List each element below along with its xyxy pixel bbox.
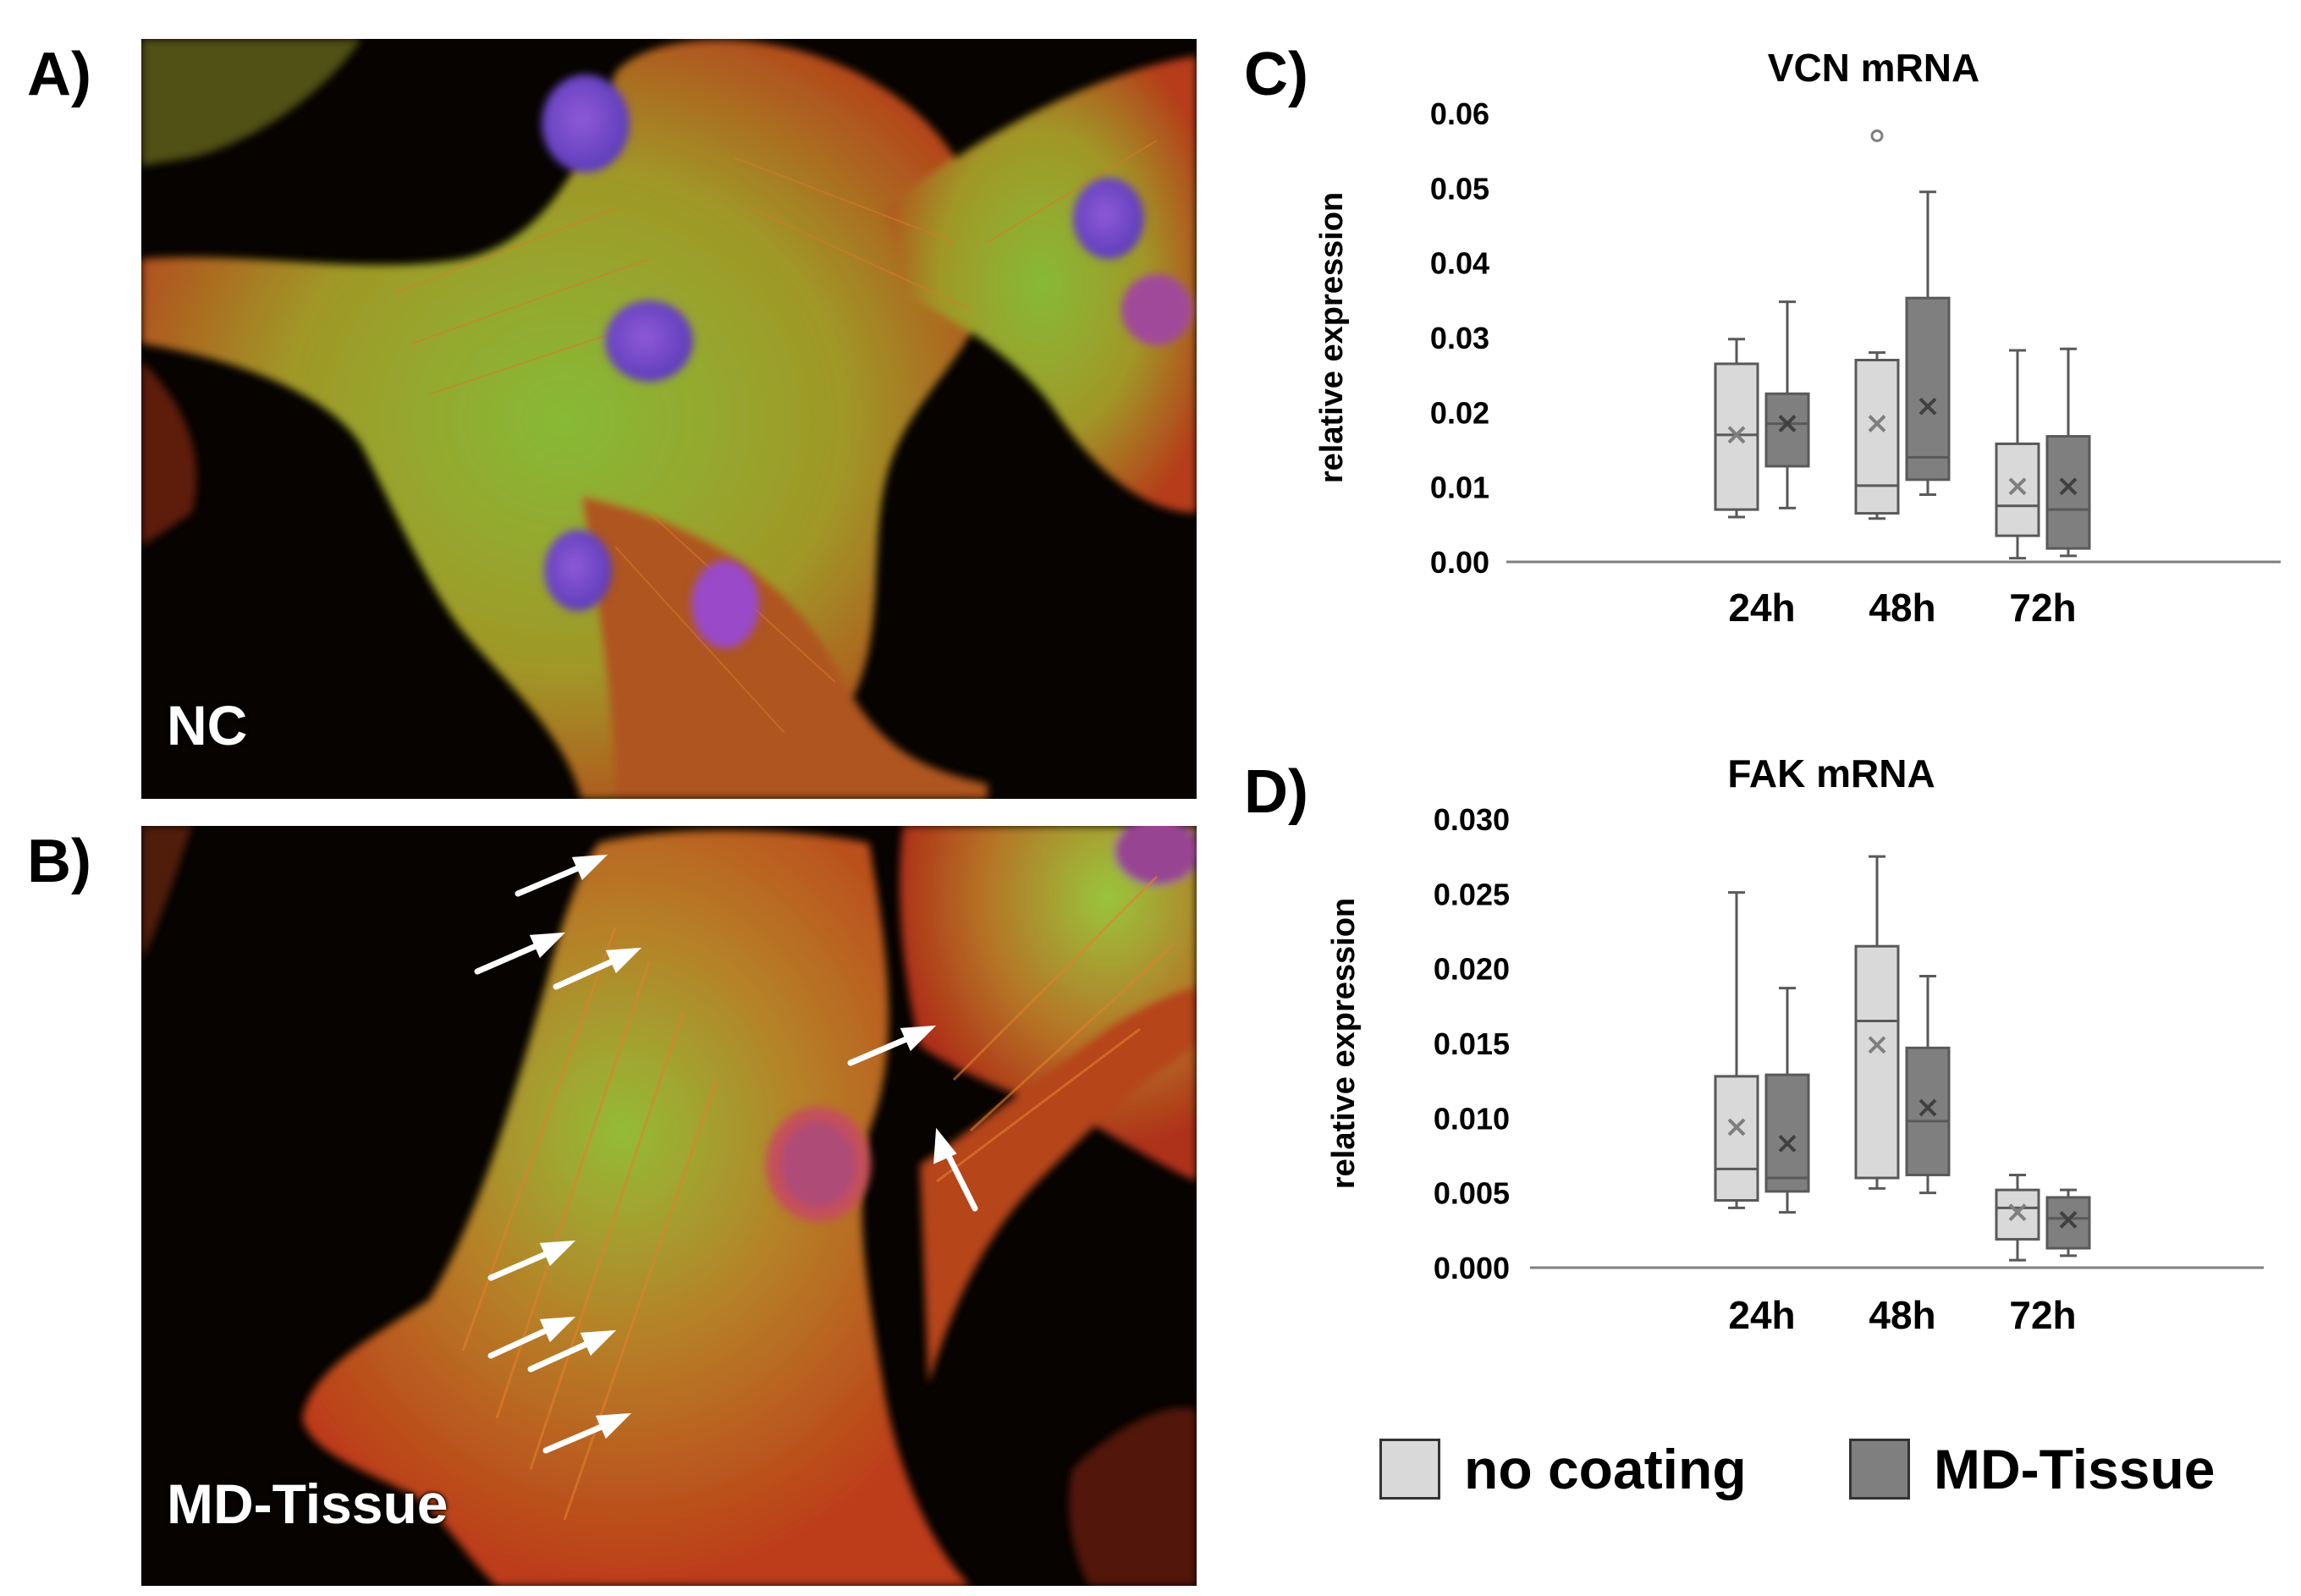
box-no-coating-72h <box>1995 349 2040 560</box>
box-iqr <box>1854 359 1900 515</box>
y-axis-label: relative expression <box>1314 192 1350 483</box>
y-tick-label: 0.020 <box>1434 952 1510 987</box>
y-tick-label: 0.06 <box>1430 96 1489 131</box>
box-no-coating-48h <box>1854 855 1900 1190</box>
box-md-tissue-24h <box>1764 300 1810 509</box>
micrograph-nc-image <box>141 39 1197 799</box>
x-tick-label: 72h <box>2009 1293 2076 1337</box>
x-tick-label: 72h <box>2009 586 2076 626</box>
y-tick-label: 0.01 <box>1430 471 1489 505</box>
y-axis-label: relative expression <box>1326 898 1362 1189</box>
arrow-annotations <box>474 854 978 1454</box>
micrograph-md-tissue-label: MD-Tissue <box>167 1472 449 1535</box>
micrograph-md-tissue: MD-Tissue <box>141 826 1197 1586</box>
box-md-tissue-24h <box>1764 987 1810 1214</box>
vcn-mrna-boxplot: VCN mRNA relative expression 0.00 0.01 0.02 0… <box>1314 46 2281 626</box>
fak-mrna-boxplot: FAK mRNA relative expression 0.000 0.005 0.0… <box>1326 751 2264 1337</box>
panel-letter-d: D) <box>1244 758 1308 826</box>
micrograph-md-tissue-image <box>141 826 1197 1586</box>
y-tick-label: 0.00 <box>1430 545 1489 580</box>
y-tick-label: 0.04 <box>1430 246 1489 281</box>
micrograph-nc-label: NC <box>167 694 248 757</box>
mean-marker <box>1778 415 1797 432</box>
mean-marker <box>1727 426 1746 444</box>
box-iqr <box>1995 442 2040 537</box>
mean-marker <box>2059 477 2078 496</box>
y-tick-label: 0.000 <box>1434 1251 1510 1285</box>
box-no-coating-24h <box>1714 891 1759 1209</box>
mean-marker <box>2008 1203 2027 1222</box>
y-tick-label: 0.015 <box>1434 1026 1510 1061</box>
box-iqr <box>1854 944 1900 1180</box>
x-tick-label: 48h <box>1869 1293 1935 1337</box>
box-iqr <box>1905 1046 1951 1176</box>
panel-letter-c: C) <box>1244 41 1308 108</box>
mean-marker <box>1727 1118 1746 1136</box>
box-iqr <box>2045 1196 2091 1250</box>
mean-marker <box>2059 1211 2078 1229</box>
mean-marker <box>1778 1134 1797 1153</box>
x-tick-label: 24h <box>1728 1293 1795 1337</box>
chart-title: VCN mRNA <box>1768 46 1979 90</box>
legend-label-md-tissue: MD-Tissue <box>1934 1438 2216 1500</box>
y-tick-label: 0.02 <box>1430 395 1489 430</box>
mean-marker <box>1868 415 1886 432</box>
legend-swatch-no-coating <box>1379 1439 1440 1500</box>
box-md-tissue-72h <box>2045 347 2091 558</box>
box-iqr <box>1714 1075 1759 1202</box>
y-tick-label: 0.010 <box>1434 1101 1510 1136</box>
box-iqr <box>1764 392 1810 468</box>
box-no-coating-72h <box>1995 1173 2040 1262</box>
legend-item-md-tissue: MD-Tissue <box>1849 1439 2216 1500</box>
y-tick-label: 0.05 <box>1430 171 1489 206</box>
chart-title: FAK mRNA <box>1727 751 1935 795</box>
box-md-tissue-48h <box>1905 190 1951 496</box>
box-md-tissue-72h <box>2045 1188 2091 1258</box>
box-no-coating-48h <box>1854 129 1900 520</box>
mean-marker <box>1868 1036 1886 1054</box>
box-md-tissue-48h <box>1905 975 1951 1195</box>
box-iqr <box>1905 296 1951 482</box>
outlier-point <box>1870 129 1884 142</box>
panel-letter-b: B) <box>27 828 91 895</box>
legend-swatch-md-tissue <box>1849 1439 1910 1500</box>
legend: no coating MD-Tissue <box>1379 1439 2276 1515</box>
x-tick-label: 24h <box>1728 586 1795 626</box>
y-tick-label: 0.005 <box>1434 1176 1510 1211</box>
mean-marker <box>1918 397 1937 416</box>
box-iqr <box>2045 435 2091 550</box>
box-no-coating-24h <box>1714 338 1759 519</box>
panel-letter-a: A) <box>27 41 91 108</box>
y-tick-label: 0.025 <box>1434 877 1510 911</box>
micrograph-nc: NC <box>141 39 1197 799</box>
mean-marker <box>2008 477 2027 496</box>
legend-item-no-coating: no coating <box>1379 1439 1747 1500</box>
mean-marker <box>1918 1098 1937 1117</box>
x-tick-label: 48h <box>1869 586 1935 626</box>
legend-label-no-coating: no coating <box>1464 1438 1747 1500</box>
box-iqr <box>1764 1073 1810 1193</box>
y-tick-label: 0.03 <box>1430 321 1489 355</box>
y-tick-label: 0.030 <box>1434 802 1510 837</box>
